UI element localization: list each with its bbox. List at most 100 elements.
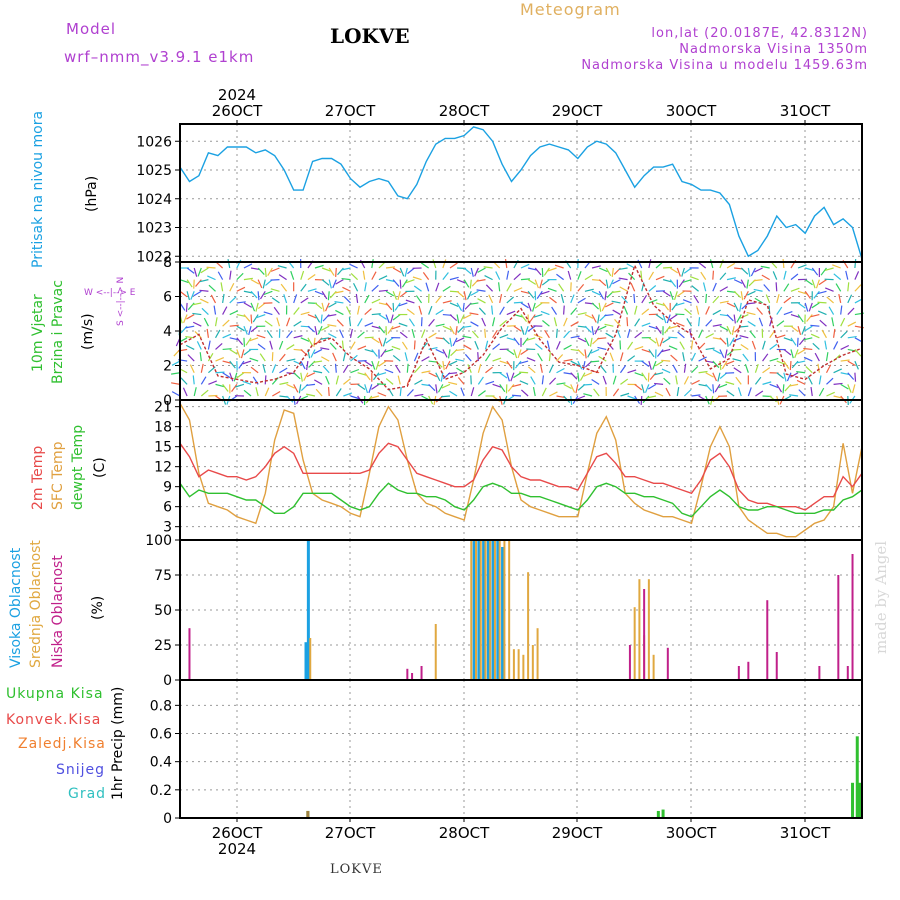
pressure-tick-label: 1024 <box>136 192 172 208</box>
wind-arrow <box>556 367 565 374</box>
wind-arrow <box>641 384 645 394</box>
wind-arrow <box>328 302 337 308</box>
wind-arrow <box>504 259 508 269</box>
wind-arrow <box>662 302 669 311</box>
wind-arrow <box>683 363 687 373</box>
wind-arrow <box>563 317 568 327</box>
wind-arrow <box>740 267 749 275</box>
wind-arrow <box>357 372 367 376</box>
wind-arrow <box>527 290 535 299</box>
2m-temp-line <box>179 442 863 511</box>
wind-arrow <box>341 277 351 281</box>
wind-arrow <box>401 279 408 288</box>
wind-arrow <box>543 267 550 276</box>
wind-arrow <box>556 354 564 362</box>
wind-arrow <box>506 337 516 341</box>
wind-arrow <box>584 288 594 292</box>
wind-arrow <box>719 259 724 269</box>
wind-arrow <box>332 279 337 289</box>
wind-arrow <box>222 319 230 327</box>
cloud-bar-high <box>491 540 495 680</box>
wind-arrow <box>591 326 595 336</box>
wind-arrow <box>441 383 451 389</box>
wind-arrow <box>733 314 736 324</box>
wind-arrow <box>206 266 216 269</box>
wind-arrow <box>313 379 323 385</box>
wind-arrow <box>721 360 728 370</box>
wind-arrow <box>634 372 644 377</box>
wind-arrow <box>267 267 273 277</box>
wind-arrow <box>335 388 342 397</box>
cloud-tick-label: 25 <box>154 638 172 654</box>
wind-arrow <box>533 334 543 339</box>
wind-arrow <box>378 275 388 281</box>
top-day-label: 26OCT <box>212 102 263 120</box>
wind-arrow <box>342 286 351 292</box>
wind-arrow <box>313 370 323 374</box>
wind-arrow <box>533 313 543 318</box>
wind-arrow <box>835 283 842 292</box>
wind-arrow <box>466 291 472 300</box>
wind-arrow <box>335 375 340 385</box>
wind-arrow <box>412 276 422 281</box>
wind-arrow <box>783 337 793 342</box>
wind-arrow <box>840 383 849 390</box>
wind-arrow <box>726 314 734 322</box>
cloud-bar-mid <box>647 579 650 680</box>
wind-arrow <box>341 267 351 271</box>
wind-arrow <box>449 262 458 269</box>
wind-arrow <box>474 267 479 277</box>
wind-arrow <box>648 360 652 370</box>
wind-arrow <box>527 325 536 332</box>
wind-arrow <box>320 347 330 351</box>
wind-arrow <box>229 348 238 355</box>
cloud-bar-low <box>643 589 646 680</box>
wind-arrow <box>790 337 797 346</box>
wind-arrow <box>598 355 607 362</box>
model-name: wrf–nmm_v3.9.1 e1km <box>64 48 255 66</box>
wind-arrow <box>390 314 394 324</box>
wind-arrow <box>675 322 685 327</box>
wind-arrow <box>655 325 662 334</box>
wind-arrow <box>563 344 572 350</box>
wind-arrow <box>820 267 827 276</box>
wind-arrow <box>477 352 479 362</box>
wind-arrow <box>584 314 594 319</box>
wind-arrow <box>404 267 408 277</box>
wind-arrow <box>803 347 813 351</box>
cloud-bar-mid <box>470 540 473 680</box>
wind-arrow <box>594 325 600 335</box>
cloud-bar-high <box>472 540 476 680</box>
wind-arrow <box>813 290 820 299</box>
wind-arrow <box>264 375 267 385</box>
wind-arrow <box>517 349 522 359</box>
wind-arrow <box>313 360 323 363</box>
wind-arrow <box>570 372 578 380</box>
wind-arrow <box>236 349 241 359</box>
wind-arrow <box>818 387 825 397</box>
wind-arrow <box>250 279 260 285</box>
wind-arrow <box>398 302 408 307</box>
cloud-bar-mid <box>479 540 482 680</box>
wind-arrow <box>342 364 349 374</box>
wind-arrow <box>746 311 756 316</box>
wind-arrow <box>499 319 507 327</box>
wind-arrow <box>342 352 347 362</box>
wind-arrow <box>357 305 360 315</box>
wind-arrow <box>179 290 188 298</box>
wind-arrow <box>762 381 772 385</box>
wind-arrow <box>698 370 708 374</box>
wind-arrow <box>448 372 458 375</box>
wind-arrow <box>803 356 813 362</box>
wind-arrow <box>815 279 820 289</box>
wind-arrow <box>712 348 722 355</box>
wind-arrow <box>271 297 280 304</box>
wind-arrow <box>648 337 657 344</box>
wind-arrow <box>506 283 512 292</box>
wind-arrow <box>189 364 195 373</box>
wind-arrow <box>577 312 587 316</box>
pressure-tick-label: 1023 <box>136 221 172 237</box>
wind-arrow <box>350 354 358 362</box>
wind-arrow <box>186 291 191 301</box>
wind-arrow <box>314 264 324 269</box>
